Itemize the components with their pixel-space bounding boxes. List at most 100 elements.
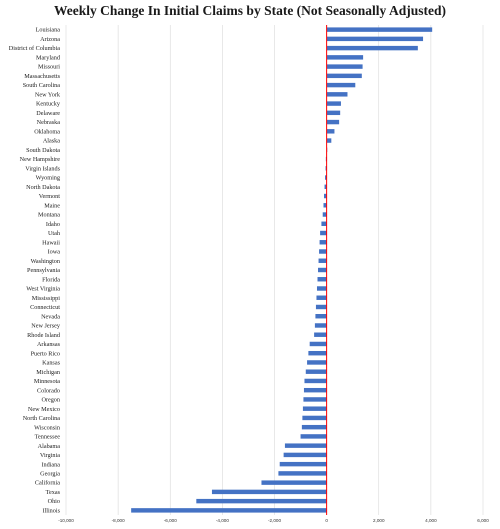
category-label: Illinois bbox=[42, 507, 60, 514]
category-label: Ohio bbox=[48, 498, 60, 505]
bar-maine bbox=[323, 203, 327, 208]
category-label: Rhode Island bbox=[27, 332, 61, 339]
bar-illinois bbox=[131, 508, 327, 513]
bar-connecticut bbox=[315, 304, 327, 310]
bar-iowa bbox=[319, 249, 327, 254]
category-label: Virgin Islands bbox=[25, 165, 60, 172]
category-label: Arkansas bbox=[37, 341, 61, 348]
bar-michigan bbox=[305, 369, 327, 374]
bar-nebraska bbox=[326, 119, 340, 125]
bar-north-carolina bbox=[302, 415, 327, 421]
category-label: North Carolina bbox=[23, 415, 61, 422]
category-labels: Louisiana Arizona District of Columbia Mary… bbox=[9, 27, 61, 515]
gridlines bbox=[65, 25, 484, 515]
category-label: Oregon bbox=[41, 397, 60, 404]
bar-georgia bbox=[278, 471, 327, 476]
x-tick-label: 4,000 bbox=[425, 518, 437, 523]
category-label: Alabama bbox=[38, 443, 61, 450]
bar-oklahoma bbox=[326, 129, 335, 134]
bar-oregon bbox=[303, 397, 327, 402]
bar-virgin-islands bbox=[325, 166, 327, 171]
category-label: Alaska bbox=[43, 138, 60, 145]
category-label: Tennessee bbox=[35, 434, 61, 441]
chart-title: Weekly Change In Initial Claims by State… bbox=[54, 3, 446, 18]
category-label: New Jersey bbox=[31, 323, 61, 330]
category-label: Arizona bbox=[40, 36, 60, 43]
category-label: California bbox=[35, 480, 60, 487]
x-tick-label: 0 bbox=[325, 518, 328, 523]
x-axis-tick-labels: -10,000 -8,000 -6,000 -4,000 -2,000 0 2,000 4,0… bbox=[58, 518, 489, 523]
category-label: Pennsylvania bbox=[27, 267, 60, 274]
bar-arkansas bbox=[309, 341, 327, 347]
bar-idaho bbox=[321, 221, 327, 226]
category-label: Puerto Rico bbox=[31, 350, 60, 357]
bar-south-carolina bbox=[326, 82, 356, 88]
bar-tennessee bbox=[300, 434, 327, 439]
bar-new-york bbox=[326, 92, 348, 97]
category-label: New Hampshire bbox=[20, 156, 61, 163]
bar-virginia bbox=[283, 452, 327, 458]
category-label: Nevada bbox=[41, 313, 60, 320]
category-label: Kansas bbox=[42, 360, 60, 367]
category-label: South Carolina bbox=[23, 82, 61, 89]
bar-wisconsin bbox=[301, 424, 327, 430]
x-tick-label: -4,000 bbox=[216, 518, 229, 523]
category-label: West Virginia bbox=[26, 286, 60, 293]
bar-massachusetts bbox=[326, 73, 362, 79]
bar-california bbox=[261, 480, 327, 485]
category-label: Wisconsin bbox=[34, 424, 60, 431]
category-label: Texas bbox=[46, 489, 61, 496]
bar-kentucky bbox=[326, 101, 341, 106]
category-label: Missouri bbox=[38, 64, 60, 71]
bars bbox=[131, 27, 433, 513]
bar-new-mexico bbox=[302, 406, 327, 411]
category-label: Utah bbox=[48, 230, 61, 237]
category-label: Connecticut bbox=[30, 304, 60, 311]
category-label: District of Columbia bbox=[9, 45, 60, 52]
category-label: Hawaii bbox=[42, 239, 60, 246]
bar-nevada bbox=[315, 314, 327, 319]
category-label: Idaho bbox=[46, 221, 60, 228]
bar-delaware bbox=[326, 110, 341, 116]
bar-texas bbox=[211, 489, 327, 495]
category-label: Florida bbox=[42, 276, 60, 283]
x-tick-label: 6,000 bbox=[477, 518, 489, 523]
bar-west-virginia bbox=[316, 286, 327, 291]
category-label: New Mexico bbox=[28, 406, 60, 413]
bar-colorado bbox=[303, 387, 327, 393]
category-label: South Dakota bbox=[26, 147, 60, 154]
category-label: Mississippi bbox=[32, 295, 60, 302]
category-label: North Dakota bbox=[26, 184, 60, 191]
category-label: Massachusetts bbox=[24, 73, 60, 80]
category-label: New York bbox=[35, 91, 61, 98]
category-label: Oklahoma bbox=[34, 128, 60, 135]
category-label: Minnesota bbox=[34, 378, 60, 385]
bar-maryland bbox=[326, 55, 364, 60]
bar-mississippi bbox=[316, 295, 327, 300]
x-tick-label: -6,000 bbox=[164, 518, 177, 523]
category-label: Wyoming bbox=[36, 175, 60, 182]
bar-pennsylvania bbox=[318, 267, 327, 273]
category-label: Colorado bbox=[37, 387, 60, 394]
category-label: Delaware bbox=[36, 110, 60, 117]
bar-montana bbox=[322, 212, 327, 217]
bar-ohio bbox=[196, 498, 327, 504]
bar-utah bbox=[320, 230, 327, 236]
bar-alaska bbox=[326, 138, 332, 143]
category-label: Vermont bbox=[39, 193, 61, 200]
category-label: Kentucky bbox=[36, 101, 61, 108]
category-label: Virginia bbox=[40, 452, 60, 459]
bar-washington bbox=[318, 258, 327, 263]
bar-arizona bbox=[326, 36, 424, 42]
bar-alabama bbox=[284, 443, 327, 448]
x-tick-label: 2,000 bbox=[373, 518, 385, 523]
bar-north-dakota bbox=[324, 184, 327, 190]
category-label: Indiana bbox=[41, 461, 60, 468]
bar-kansas bbox=[307, 360, 327, 365]
bar-rhode-island bbox=[314, 332, 327, 337]
category-label: Washington bbox=[31, 258, 60, 265]
bar-missouri bbox=[326, 64, 363, 69]
x-tick-label: -8,000 bbox=[112, 518, 125, 523]
bar-florida bbox=[317, 277, 327, 282]
